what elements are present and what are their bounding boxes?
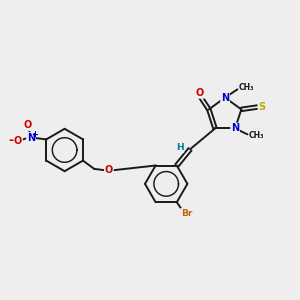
Text: Br: Br — [181, 208, 193, 217]
Text: O: O — [23, 120, 32, 130]
Text: S: S — [258, 102, 266, 112]
Text: CH₃: CH₃ — [248, 131, 264, 140]
Text: +: + — [31, 130, 38, 140]
Text: N: N — [221, 93, 229, 103]
Text: CH₃: CH₃ — [238, 83, 254, 92]
Text: N: N — [27, 133, 35, 143]
Text: -: - — [9, 134, 14, 147]
Text: H: H — [176, 143, 184, 152]
Text: O: O — [196, 88, 204, 98]
Text: O: O — [14, 136, 22, 146]
Text: O: O — [105, 165, 113, 175]
Text: N: N — [231, 124, 239, 134]
